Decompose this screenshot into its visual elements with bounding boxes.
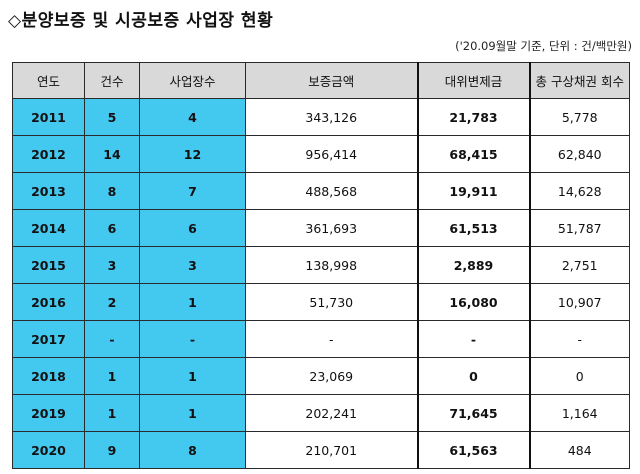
- recovery-cell: 1,164: [529, 394, 630, 432]
- count-cell: 1: [84, 357, 140, 395]
- sites-cell: 6: [139, 209, 246, 247]
- sites-cell: -: [139, 320, 246, 358]
- sites-cell: 4: [139, 98, 246, 136]
- sites-cell: 1: [139, 357, 246, 395]
- table-row: 2011 5 4 343,126 21,783 5,778: [12, 98, 630, 136]
- sites-cell: 3: [139, 246, 246, 284]
- year-cell: 2015: [12, 246, 85, 284]
- table-row: 2015 3 3 138,998 2,889 2,751: [12, 246, 630, 284]
- sites-cell: 8: [139, 431, 246, 469]
- year-cell: 2019: [12, 394, 85, 432]
- subrogation-cell: 2,889: [416, 246, 531, 284]
- header-recovery: 총 구상채권 회수: [529, 62, 630, 99]
- subrogation-cell: 16,080: [416, 283, 531, 321]
- count-cell: 6: [84, 209, 140, 247]
- subrogation-cell: 68,415: [416, 135, 531, 173]
- guarantee-amount-cell: 343,126: [245, 98, 418, 136]
- count-cell: 1: [84, 394, 140, 432]
- recovery-cell: 62,840: [529, 135, 630, 173]
- guarantee-amount-cell: 488,568: [245, 172, 418, 210]
- recovery-cell: 0: [529, 357, 630, 395]
- count-cell: 14: [84, 135, 140, 173]
- table-row: 2014 6 6 361,693 61,513 51,787: [12, 209, 630, 247]
- count-cell: 3: [84, 246, 140, 284]
- sites-cell: 1: [139, 283, 246, 321]
- subrogation-cell: 61,563: [416, 431, 531, 469]
- count-cell: -: [84, 320, 140, 358]
- guarantee-amount-cell: 51,730: [245, 283, 418, 321]
- year-cell: 2014: [12, 209, 85, 247]
- table-row: 2012 14 12 956,414 68,415 62,840: [12, 135, 630, 173]
- recovery-cell: 10,907: [529, 283, 630, 321]
- subrogation-cell: 0: [416, 357, 531, 395]
- year-cell: 2013: [12, 172, 85, 210]
- header-count: 건수: [84, 62, 140, 99]
- guarantee-amount-cell: 202,241: [245, 394, 418, 432]
- sites-cell: 7: [139, 172, 246, 210]
- header-subrogation: 대위변제금: [416, 62, 531, 99]
- recovery-cell: 484: [529, 431, 630, 469]
- year-cell: 2017: [12, 320, 85, 358]
- header-guarantee-amount: 보증금액: [245, 62, 418, 99]
- table-row: 2018 1 1 23,069 0 0: [12, 357, 630, 395]
- year-cell: 2020: [12, 431, 85, 469]
- year-cell: 2012: [12, 135, 85, 173]
- recovery-cell: 2,751: [529, 246, 630, 284]
- subrogation-cell: 21,783: [416, 98, 531, 136]
- guarantee-amount-cell: -: [245, 320, 418, 358]
- guarantee-table: 연도 건수 사업장수 보증금액 대위변제금 총 구상채권 회수 2011 5 4 34…: [12, 62, 630, 469]
- recovery-cell: -: [529, 320, 630, 358]
- year-cell: 2011: [12, 98, 85, 136]
- count-cell: 8: [84, 172, 140, 210]
- sites-cell: 1: [139, 394, 246, 432]
- count-cell: 5: [84, 98, 140, 136]
- subrogation-cell: -: [416, 320, 531, 358]
- guarantee-amount-cell: 361,693: [245, 209, 418, 247]
- header-sites: 사업장수: [139, 62, 246, 99]
- sites-cell: 12: [139, 135, 246, 173]
- header-year: 연도: [12, 62, 85, 99]
- table-row: 2017- - - - -: [12, 320, 630, 358]
- page-title: ◇분양보증 및 시공보증 사업장 현황: [8, 11, 274, 31]
- table-header-row: 연도 건수 사업장수 보증금액 대위변제금 총 구상채권 회수: [12, 62, 630, 99]
- recovery-cell: 51,787: [529, 209, 630, 247]
- table-row: 2013 8 7 488,568 19,911 14,628: [12, 172, 630, 210]
- table-row: 2016 2 1 51,730 16,080 10,907: [12, 283, 630, 321]
- table-row: 2020 9 8 210,701 61,563 484: [12, 431, 630, 469]
- subrogation-cell: 19,911: [416, 172, 531, 210]
- recovery-cell: 14,628: [529, 172, 630, 210]
- guarantee-amount-cell: 210,701: [245, 431, 418, 469]
- count-cell: 9: [84, 431, 140, 469]
- table-row: 2019 1 1 202,241 71,645 1,164: [12, 394, 630, 432]
- year-cell: 2016: [12, 283, 85, 321]
- unit-note: ('20.09월말 기준, 단위 : 건/백만원): [455, 39, 632, 53]
- recovery-cell: 5,778: [529, 98, 630, 136]
- subrogation-cell: 71,645: [416, 394, 531, 432]
- guarantee-amount-cell: 138,998: [245, 246, 418, 284]
- guarantee-amount-cell: 956,414: [245, 135, 418, 173]
- year-cell: 2018: [12, 357, 85, 395]
- subrogation-cell: 61,513: [416, 209, 531, 247]
- guarantee-amount-cell: 23,069: [245, 357, 418, 395]
- count-cell: 2: [84, 283, 140, 321]
